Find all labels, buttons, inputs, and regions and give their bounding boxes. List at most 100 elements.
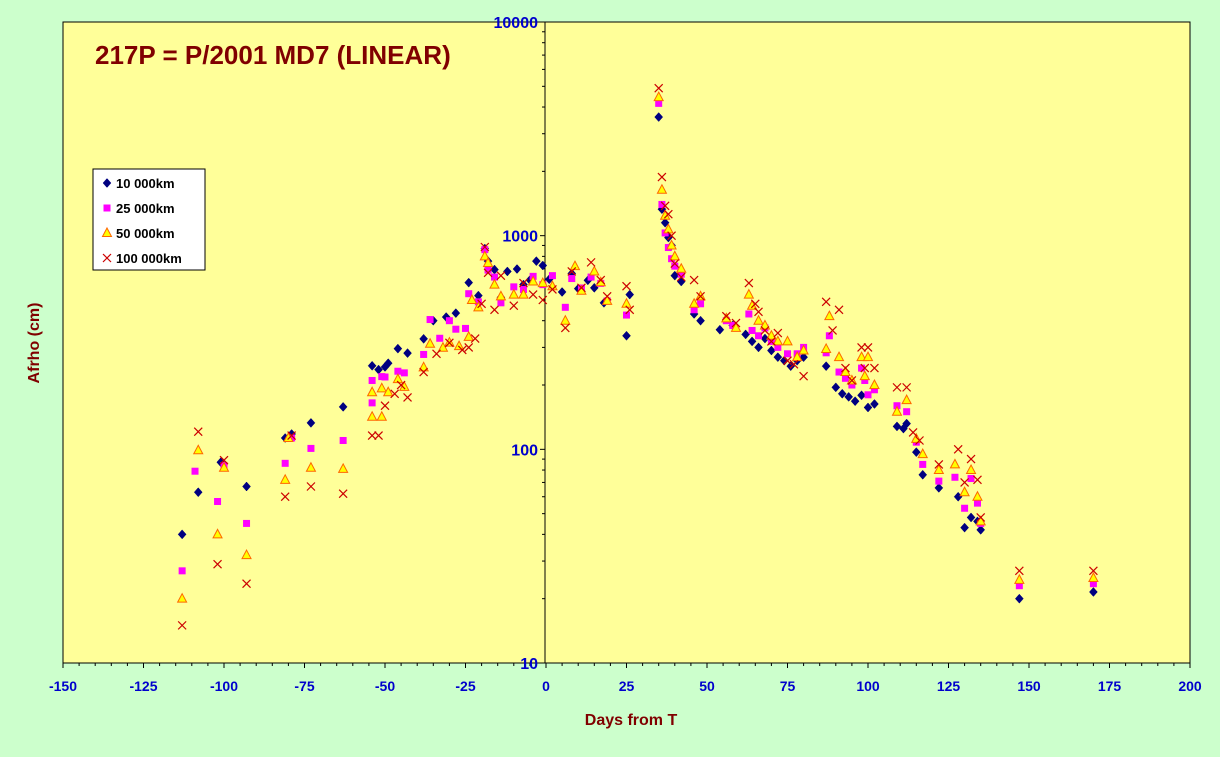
- data-point: [835, 368, 843, 376]
- data-point: [760, 326, 770, 335]
- data-point: [892, 421, 902, 432]
- x-marker-stroke: [953, 444, 963, 454]
- data-point: [1089, 587, 1098, 597]
- data-point: [782, 335, 793, 346]
- x-marker-stroke: [870, 363, 879, 373]
- x-marker-stroke: [966, 454, 976, 464]
- x-marker-stroke: [821, 297, 831, 307]
- data-point: [367, 431, 377, 440]
- data-point: [212, 528, 223, 539]
- data-point: [432, 349, 441, 359]
- data-point: [561, 303, 569, 311]
- data-point: [495, 290, 507, 301]
- data-point: [538, 295, 548, 305]
- data-point: [420, 350, 428, 358]
- x-marker-stroke: [457, 345, 467, 355]
- legend-label: 10 000km: [116, 176, 175, 191]
- data-point: [479, 250, 491, 261]
- x-marker-stroke: [754, 307, 763, 317]
- data-point: [601, 294, 613, 305]
- x-marker-stroke: [477, 299, 487, 309]
- x-marker-stroke: [766, 336, 776, 346]
- data-point: [975, 515, 987, 526]
- data-point: [657, 172, 667, 182]
- data-point: [660, 217, 670, 228]
- data-point: [870, 363, 879, 373]
- data-point: [426, 316, 434, 324]
- data-point: [436, 334, 444, 342]
- data-point: [869, 378, 880, 390]
- data-point: [242, 579, 251, 589]
- data-point: [949, 458, 961, 469]
- data-point: [444, 336, 455, 347]
- x-marker-stroke: [538, 295, 548, 305]
- x-marker-stroke: [374, 431, 383, 440]
- data-point: [560, 323, 570, 333]
- data-point: [219, 455, 229, 465]
- data-point: [960, 522, 969, 533]
- data-point: [509, 301, 519, 311]
- data-point: [767, 345, 776, 356]
- data-point: [366, 386, 378, 397]
- x-marker-stroke: [519, 278, 528, 288]
- data-point: [490, 305, 499, 315]
- data-point: [538, 260, 548, 271]
- data-point: [863, 402, 873, 413]
- legend-marker: [102, 253, 112, 263]
- data-point: [671, 262, 679, 270]
- data-point: [418, 361, 429, 372]
- data-point: [1014, 566, 1024, 576]
- data-point: [532, 256, 541, 267]
- data-point: [696, 315, 705, 326]
- x-marker-stroke: [338, 489, 348, 499]
- data-point: [754, 342, 763, 353]
- data-point: [623, 311, 630, 319]
- legend-label: 25 000km: [116, 201, 175, 216]
- data-point: [337, 462, 349, 473]
- data-point: [568, 275, 576, 283]
- data-point: [857, 342, 866, 352]
- data-point: [586, 257, 596, 267]
- data-point: [559, 314, 571, 325]
- x-marker-stroke: [696, 291, 705, 301]
- x-marker-stroke: [860, 363, 870, 373]
- data-point: [658, 200, 666, 208]
- data-point: [567, 267, 577, 276]
- data-point: [465, 290, 473, 298]
- data-point: [934, 483, 944, 493]
- data-point: [825, 332, 833, 340]
- data-point: [667, 231, 677, 241]
- data-point: [548, 285, 557, 294]
- data-point: [973, 499, 981, 507]
- data-point: [966, 454, 976, 464]
- data-point: [280, 492, 290, 502]
- data-point: [374, 431, 383, 440]
- data-point: [305, 461, 317, 472]
- data-point: [622, 330, 631, 341]
- data-point: [1014, 573, 1025, 584]
- x-tick-label: -50: [375, 678, 395, 694]
- x-marker-stroke: [390, 389, 400, 399]
- data-point: [1088, 566, 1098, 576]
- x-axis-label: Days from T: [585, 712, 678, 729]
- x-marker-stroke: [902, 382, 912, 392]
- data-point: [519, 278, 528, 288]
- data-point: [670, 259, 680, 269]
- x-marker-stroke: [403, 392, 412, 402]
- data-point: [287, 431, 297, 440]
- data-point: [178, 567, 186, 575]
- data-point: [972, 490, 983, 501]
- data-point: [967, 475, 975, 483]
- data-point: [933, 463, 945, 475]
- x-tick-label: 0: [542, 678, 550, 694]
- data-point: [177, 529, 187, 540]
- data-point: [403, 392, 412, 402]
- data-point: [569, 260, 581, 271]
- data-point: [218, 461, 230, 472]
- data-point: [675, 262, 687, 273]
- data-point: [368, 399, 376, 407]
- x-marker-stroke: [193, 427, 203, 437]
- x-marker-stroke: [432, 349, 441, 359]
- data-point: [477, 299, 487, 309]
- data-point: [857, 390, 866, 401]
